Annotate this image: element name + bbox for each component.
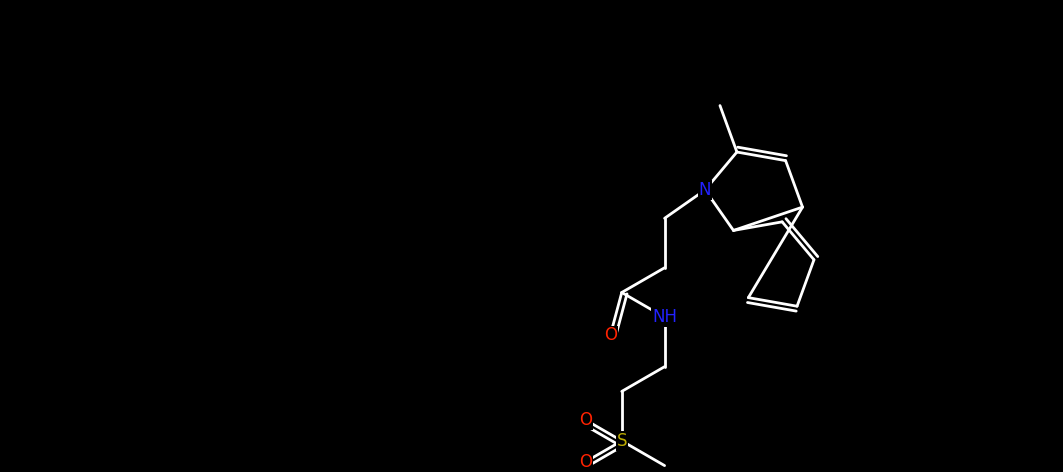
Text: O: O (604, 327, 617, 345)
Text: S: S (617, 432, 627, 450)
Text: O: O (579, 411, 592, 429)
Text: O: O (579, 453, 592, 471)
Text: NH: NH (652, 308, 677, 326)
Text: N: N (698, 181, 711, 199)
